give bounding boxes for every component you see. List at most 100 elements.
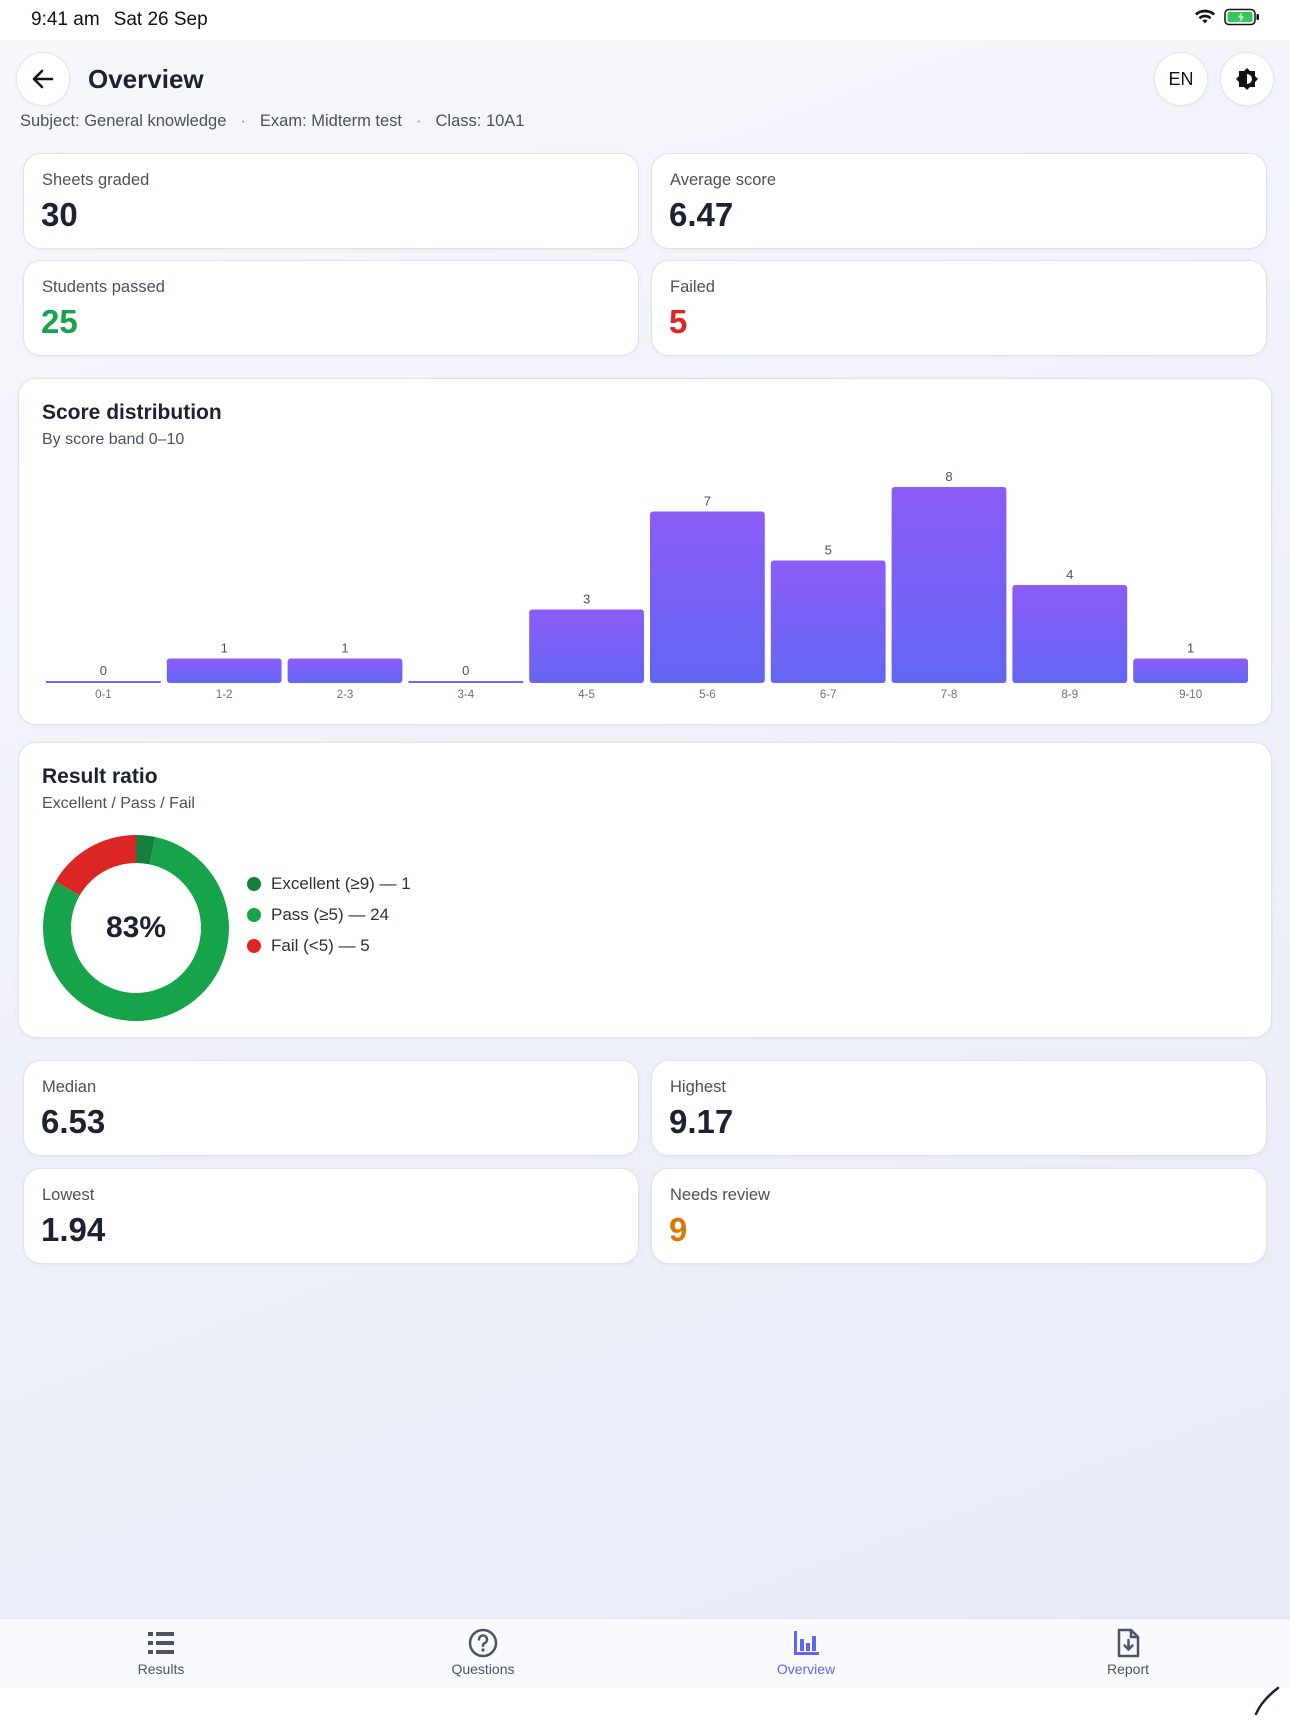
stat-label: Needs review — [670, 1186, 770, 1204]
x-tick-label: 0-1 — [95, 689, 112, 701]
page-title: Overview — [88, 63, 204, 94]
bar-value-label: 8 — [945, 469, 952, 484]
stat-card-lowest: Lowest 1.94 — [23, 1168, 639, 1264]
battery-icon — [1224, 8, 1260, 32]
stat-label: Sheets graded — [42, 171, 150, 189]
header: Overview EN — [16, 52, 1274, 106]
stat-card-students-passed: Students passed 25 — [23, 260, 639, 356]
legend-item-fail: Fail (<5) — 5 — [247, 930, 411, 961]
wifi-icon — [1194, 9, 1216, 31]
stat-label: Failed — [670, 278, 715, 296]
home-indicator-area — [0, 1686, 1290, 1720]
bar-1-2 — [166, 658, 282, 683]
stat-value: 25 — [41, 303, 78, 340]
stat-label: Median — [42, 1078, 97, 1096]
x-tick-label: 7-8 — [941, 689, 958, 701]
chart-title: Score distribution — [42, 401, 222, 424]
legend-label: Pass (≥5) — 24 — [271, 904, 389, 924]
stat-card-median: Median 6.53 — [23, 1060, 639, 1156]
bar-4-5 — [529, 609, 644, 683]
bar-value-label: 1 — [221, 641, 228, 656]
ratio-subtitle: Excellent / Pass / Fail — [42, 795, 195, 812]
score-distribution-card: Score distribution By score band 0–10 0 0… — [18, 378, 1272, 725]
legend-item-pass: Pass (≥5) — 24 — [247, 899, 411, 930]
x-tick-label: 3-4 — [457, 689, 474, 701]
stat-card-average-score: Average score 6.47 — [651, 153, 1267, 249]
stat-label: Highest — [670, 1078, 726, 1096]
legend-dot — [247, 876, 261, 891]
result-donut-chart — [43, 835, 229, 1021]
stat-label: Lowest — [42, 1186, 95, 1204]
bar-3-4 — [408, 681, 524, 683]
ratio-title: Result ratio — [42, 765, 158, 788]
x-tick-label: 4-5 — [578, 689, 595, 701]
x-tick-label: 1-2 — [216, 689, 233, 701]
stat-value: 6.47 — [669, 196, 734, 233]
stat-card-needs-review: Needs review 9 — [651, 1168, 1267, 1264]
bar-9-10 — [1133, 658, 1248, 683]
stat-value: 1.94 — [41, 1211, 106, 1248]
stat-value: 6.53 — [41, 1103, 106, 1140]
file-download-icon — [1117, 1628, 1140, 1658]
bar-6-7 — [770, 560, 886, 683]
exam-meta: Subject: General knowledge · Exam: Midte… — [20, 112, 524, 131]
tab-label: Questions — [451, 1661, 515, 1677]
stat-value: 9 — [669, 1211, 688, 1248]
stat-card-highest: Highest 9.17 — [651, 1060, 1267, 1156]
stat-label: Students passed — [42, 278, 165, 296]
stat-card-failed: Failed 5 — [651, 260, 1267, 356]
list-icon — [148, 1632, 174, 1654]
donut-slice-2 — [43, 835, 229, 1021]
stat-label: Average score — [670, 171, 777, 189]
tab-label: Results — [137, 1661, 185, 1677]
bar-value-label: 0 — [462, 663, 469, 678]
bar-value-label: 0 — [100, 663, 107, 678]
legend-dot — [247, 907, 261, 922]
tab-overview[interactable]: Overview — [726, 1619, 886, 1689]
x-tick-label: 2-3 — [337, 689, 354, 701]
bar-value-label: 3 — [583, 592, 590, 607]
bar-5-6 — [650, 511, 765, 683]
legend-label: Fail (<5) — 5 — [271, 935, 370, 955]
bar-value-label: 1 — [1187, 641, 1194, 656]
bar-value-label: 7 — [704, 494, 711, 509]
result-ratio-card: Result ratio Excellent / Pass / Fail 83%… — [18, 742, 1272, 1038]
x-tick-label: 6-7 — [820, 689, 837, 701]
tab-label: Overview — [776, 1661, 836, 1677]
bottom-tab-bar: Results Questions Overview Report — [0, 1618, 1290, 1688]
bar-value-label: 1 — [341, 641, 348, 656]
language-button[interactable]: EN — [1154, 52, 1208, 106]
status-time: 9:41 am — [31, 9, 100, 30]
legend-label: Excellent (≥9) — 1 — [271, 873, 411, 893]
bar-value-label: 5 — [825, 543, 832, 558]
bar-8-9 — [1012, 585, 1128, 683]
back-button[interactable] — [16, 52, 70, 106]
bar-2-3 — [287, 658, 403, 683]
x-tick-label: 8-9 — [1061, 689, 1078, 701]
donut-slice-1 — [43, 835, 229, 1021]
bar-7-8 — [891, 487, 1007, 683]
tab-report[interactable]: Report — [1048, 1619, 1208, 1689]
stat-value: 9.17 — [669, 1103, 734, 1140]
stat-value: 30 — [41, 196, 78, 233]
score-distribution-chart: 0 0-1 1 1-2 1 2-3 0 3-4 3 4-5 7 5-6 5 6-7 8 7-8 4 8-9 1 9-1… — [46, 469, 1248, 701]
question-circle-icon — [468, 1628, 498, 1658]
tab-results[interactable]: Results — [81, 1619, 241, 1689]
subject-text: Subject: General knowledge — [20, 112, 227, 130]
exam-text: Exam: Midterm test — [259, 112, 403, 130]
class-text: Class: 10A1 — [435, 112, 525, 130]
theme-toggle-button[interactable] — [1220, 52, 1274, 106]
x-tick-label: 9-10 — [1179, 689, 1202, 701]
bar-0-1 — [46, 681, 161, 683]
separator: · — [416, 112, 422, 130]
legend-dot — [247, 938, 261, 953]
pencil-hover-icon — [1254, 1686, 1280, 1716]
legend-item-excellent: Excellent (≥9) — 1 — [247, 868, 411, 899]
tab-label: Report — [1106, 1661, 1150, 1677]
chart-subtitle: By score band 0–10 — [42, 431, 185, 448]
bar-value-label: 4 — [1066, 567, 1073, 582]
donut-center-label: 83% — [105, 911, 167, 944]
status-date: Sat 26 Sep — [113, 9, 208, 30]
separator: · — [240, 112, 246, 130]
tab-questions[interactable]: Questions — [403, 1619, 563, 1689]
